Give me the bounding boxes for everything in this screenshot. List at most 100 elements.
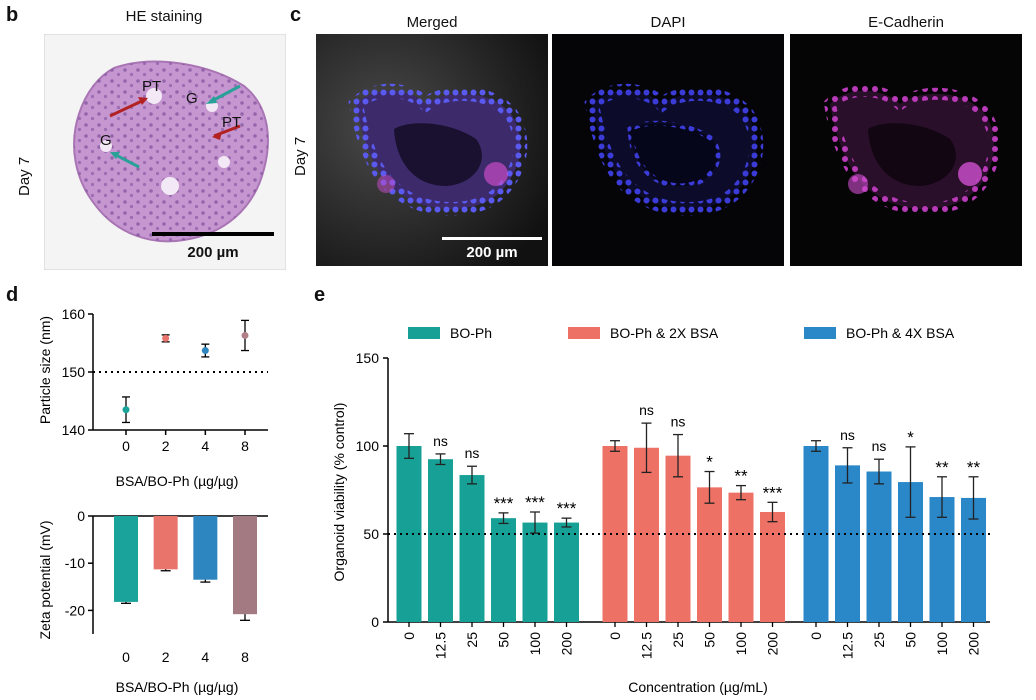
size-x-tick-label: 2 — [162, 438, 170, 454]
viab-x-tick-label: 0 — [808, 632, 824, 640]
size-xlabel: BSA/BO-Ph (µg/µg) — [116, 473, 239, 489]
viab-significance-label: ns — [872, 438, 887, 454]
zeta-potential-chart: Zeta potential (mV) BSA/BO-Ph (µg/µg) 0 -… — [37, 508, 268, 695]
viab-x-tick-label: 50 — [903, 632, 919, 648]
zeta-x-tick-label: 4 — [201, 649, 209, 665]
legend-swatch — [568, 327, 600, 339]
size-point — [122, 406, 130, 414]
viab-x-tick-label: 100 — [934, 632, 950, 656]
viab-x-tick-label: 200 — [765, 632, 781, 656]
zeta-y-tick-label: -20 — [65, 602, 85, 618]
size-y-tick-label: 140 — [62, 422, 86, 438]
viab-significance-label: *** — [763, 483, 783, 502]
zeta-bar — [193, 516, 218, 580]
panel-e-letter: e — [314, 284, 326, 306]
panel-c-letter: c — [290, 4, 302, 26]
viab-x-tick-label: 12.5 — [840, 632, 856, 659]
viab-y-tick-label: 150 — [356, 350, 380, 366]
viab-x-tick-label: 12.5 — [433, 632, 449, 659]
organoid-viability-chart: Organoid viability (% control) Concentra… — [331, 325, 990, 695]
viab-bar — [697, 487, 722, 622]
zeta-xlabel: BSA/BO-Ph (µg/µg) — [116, 679, 239, 695]
viab-x-tick-label: 50 — [496, 632, 512, 648]
viab-significance-label: ns — [639, 402, 654, 418]
viab-x-tick-label: 200 — [966, 632, 982, 656]
viab-bar — [866, 471, 892, 622]
size-y-tick-label: 160 — [62, 306, 86, 322]
zeta-x-tick-label: 8 — [241, 649, 249, 665]
viab-significance-label: *** — [494, 494, 514, 513]
zeta-x-tick-label: 0 — [122, 649, 130, 665]
zeta-bar — [233, 516, 257, 615]
viab-significance-label: * — [907, 428, 914, 447]
viab-x-tick-label: 0 — [607, 632, 623, 640]
viab-y-tick-label: 0 — [371, 614, 379, 630]
viab-significance-label: ns — [433, 433, 448, 449]
ecadherin-title: E-Cadherin — [868, 14, 944, 31]
viab-significance-label: ns — [840, 427, 855, 443]
dapi-image — [552, 34, 784, 266]
zeta-y-tick-label: 0 — [77, 508, 85, 524]
viab-significance-label: ** — [967, 458, 981, 477]
viab-bar — [522, 522, 548, 622]
size-y-tick-label: 150 — [62, 364, 86, 380]
he-staining-image: PT G G PT 200 µm — [44, 34, 286, 270]
viab-x-tick-label: 50 — [702, 632, 718, 648]
zeta-bar — [153, 516, 178, 570]
size-point — [201, 347, 209, 355]
annotation-pt-2: PT — [222, 114, 242, 131]
viab-ylabel: Organoid viability (% control) — [331, 403, 347, 582]
panel-c-scale-label: 200 µm — [466, 244, 518, 261]
viab-significance-label: ns — [465, 445, 480, 461]
viab-xlabel: Concentration (µg/mL) — [628, 679, 768, 695]
dapi-title: DAPI — [650, 14, 686, 31]
viab-x-tick-label: 25 — [464, 632, 480, 648]
viab-significance-label: ** — [935, 458, 949, 477]
viab-x-tick-label: 200 — [559, 632, 575, 656]
viab-significance-label: ** — [734, 467, 748, 486]
zeta-ylabel: Zeta potential (mV) — [37, 520, 53, 639]
merged-image: 200 µm — [316, 34, 548, 266]
size-x-tick-label: 0 — [122, 438, 130, 454]
viab-x-tick-label: 100 — [527, 632, 543, 656]
legend-swatch — [804, 327, 836, 339]
panel-c-day-label: Day 7 — [292, 136, 309, 176]
legend-label: BO-Ph & 4X BSA — [846, 325, 955, 341]
viab-x-tick-label: 25 — [670, 632, 686, 648]
zeta-bar — [114, 516, 138, 602]
legend-swatch — [408, 327, 440, 339]
viab-bar — [428, 459, 453, 622]
panel-b-day-label: Day 7 — [16, 156, 33, 196]
viab-bar — [728, 492, 754, 622]
viab-y-tick-label: 50 — [363, 526, 379, 542]
panel-d-letter: d — [6, 284, 19, 306]
size-x-tick-label: 4 — [201, 438, 209, 454]
viab-x-tick-label: 100 — [733, 632, 749, 656]
viab-bar — [491, 518, 516, 622]
annotation-g-2: G — [100, 132, 112, 149]
viab-significance-label: ns — [671, 414, 686, 430]
annotation-pt-1: PT — [142, 78, 162, 95]
viab-y-tick-label: 100 — [356, 438, 380, 454]
ecadherin-image — [790, 34, 1022, 266]
panel-b-title: HE staining — [125, 8, 203, 25]
viab-significance-label: *** — [525, 493, 545, 512]
viab-bar — [459, 475, 485, 622]
annotation-g-1: G — [186, 90, 198, 107]
viab-x-tick-label: 0 — [401, 632, 417, 640]
zeta-x-tick-label: 2 — [162, 649, 170, 665]
viab-bar — [760, 512, 785, 622]
viab-bar — [554, 522, 579, 622]
particle-size-chart: Particle size (nm) BSA/BO-Ph (µg/µg) 140… — [37, 306, 268, 489]
merged-title: Merged — [406, 14, 458, 31]
size-point — [162, 334, 170, 342]
size-ylabel: Particle size (nm) — [37, 316, 53, 424]
panel-b-letter: b — [6, 4, 19, 26]
zeta-y-tick-label: -10 — [65, 555, 85, 571]
legend-label: BO-Ph & 2X BSA — [610, 325, 719, 341]
viab-significance-label: *** — [557, 499, 577, 518]
legend-label: BO-Ph — [450, 325, 492, 341]
panel-b-scale-label: 200 µm — [187, 244, 239, 261]
viab-bar — [665, 455, 691, 622]
viab-bar — [835, 465, 860, 622]
